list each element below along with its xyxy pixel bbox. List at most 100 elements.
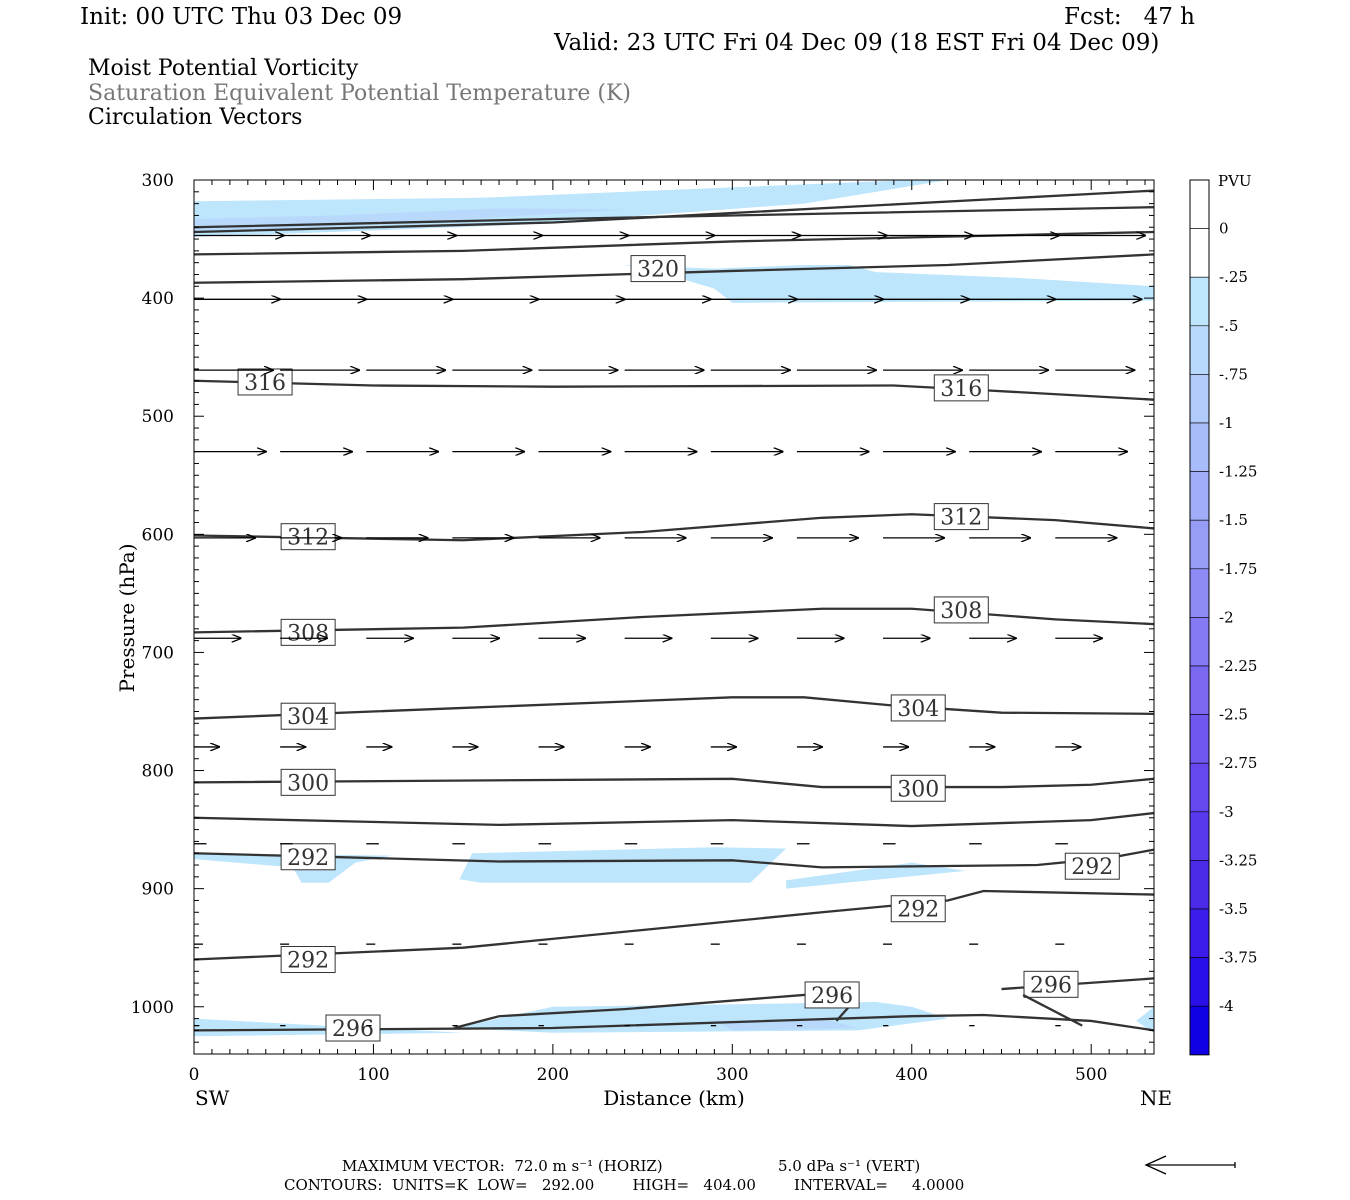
- contour-label-box-19: [804, 981, 860, 1009]
- colorbar-label: -1: [1219, 414, 1234, 432]
- contour-label-22: 296: [332, 1017, 374, 1042]
- colorbar-unit: PVU: [1218, 172, 1252, 190]
- contour-label-box-18: [890, 895, 946, 923]
- colorbar-label: -1.5: [1219, 511, 1248, 529]
- colorbar-label: -1.75: [1219, 560, 1257, 578]
- colorbar-label: -2.75: [1219, 754, 1257, 772]
- y-tick-label: 1000: [131, 998, 174, 1018]
- contour-label-box-7: [933, 503, 989, 531]
- colorbar-swatch: [1189, 519, 1210, 570]
- theta-es-contour-4: [193, 379, 1155, 401]
- x-tick-label: 100: [357, 1065, 389, 1085]
- colorbar-swatch: [1189, 179, 1210, 229]
- colorbar-label: -3: [1219, 803, 1234, 821]
- y-axis-label: Pressure (hPa): [115, 544, 139, 693]
- contour-label-12: 300: [287, 771, 329, 796]
- pv-shaded-region-3: [194, 853, 392, 883]
- colorbar-swatch: [1189, 617, 1210, 667]
- pv-shaded-region-2: [624, 265, 1154, 303]
- colorbar-swatch: [1189, 422, 1210, 472]
- colorbar-swatch: [1189, 762, 1210, 813]
- title-vectors: Circulation Vectors: [88, 105, 303, 130]
- colorbar-swatch: [1189, 811, 1210, 861]
- contour-label-box-3: [630, 255, 686, 283]
- contour-label-box-10: [280, 702, 336, 730]
- theta-es-contour-22: [193, 1013, 1155, 1032]
- contour-label-9: 308: [940, 599, 982, 624]
- theta-es-contour-17: [193, 889, 1155, 961]
- colorbar-label: -.75: [1219, 365, 1248, 383]
- y-tick-label: 600: [142, 525, 174, 545]
- pv-shaded-region-4: [459, 847, 787, 883]
- pv-shaded-region-9: [1136, 1006, 1154, 1033]
- colorbar-label: -4: [1219, 997, 1234, 1015]
- colorbar-swatch: [1189, 908, 1210, 958]
- title-mpv: Moist Potential Vorticity: [88, 56, 359, 81]
- colorbar-swatch: [1189, 276, 1210, 327]
- x-tick-label: 200: [537, 1065, 569, 1085]
- pv-shaded-region-1: [194, 208, 625, 234]
- init-time: Init: 00 UTC Thu 03 Dec 09: [80, 4, 403, 30]
- contour-label-box-5: [933, 374, 989, 402]
- contour-label-box-15: [280, 843, 336, 871]
- x-end-label-right: NE: [1140, 1086, 1172, 1110]
- contour-label-box-12: [280, 768, 336, 796]
- reference-vector-icon: [1144, 1155, 1236, 1175]
- colorbar-swatch: [1189, 568, 1210, 618]
- colorbar-label: -.5: [1219, 317, 1238, 335]
- contour-label-box-9: [933, 596, 989, 624]
- y-tick-label: 700: [142, 643, 174, 663]
- y-tick-label: 900: [142, 880, 174, 900]
- theta-es-contour-0: [193, 189, 1155, 234]
- colorbar-label: -2.25: [1219, 657, 1257, 675]
- colorbar-label: -2.5: [1219, 706, 1248, 724]
- theta-es-contour-14: [193, 811, 1155, 828]
- colorbar-label: -.25: [1219, 268, 1248, 286]
- contour-label-box-16: [1064, 852, 1120, 880]
- theta-es-contour-3: [193, 253, 1155, 284]
- contour-label-box-17: [280, 946, 336, 974]
- colorbar-swatch: [1189, 1005, 1210, 1056]
- colorbar-swatch: [1189, 665, 1210, 715]
- theta-es-contour-12: [193, 777, 1155, 789]
- colorbar-label: 0: [1219, 220, 1229, 238]
- contour-label-3: 320: [637, 258, 679, 283]
- colorbar-swatch: [1189, 325, 1210, 375]
- y-tick-label: 800: [142, 762, 174, 782]
- colorbar-label: -1.25: [1219, 463, 1257, 481]
- y-tick-label: 400: [142, 289, 174, 309]
- x-tick-label: 0: [189, 1065, 200, 1085]
- colorbar-swatch: [1189, 860, 1210, 910]
- valid-time: Valid: 23 UTC Fri 04 Dec 09 (18 EST Fri …: [554, 30, 1160, 56]
- contour-label-box-11: [890, 694, 946, 722]
- contour-label-13: 300: [897, 777, 939, 802]
- colorbar-swatch: [1189, 471, 1210, 521]
- x-tick-label: 300: [716, 1065, 748, 1085]
- footer-contours: CONTOURS: UNITS=K LOW= 292.00 HIGH= 404.…: [284, 1176, 965, 1194]
- x-tick-label: 400: [896, 1065, 928, 1085]
- contour-label-5: 316: [940, 377, 982, 402]
- colorbar-swatch: [1189, 228, 1210, 278]
- contour-label-7: 312: [940, 506, 982, 531]
- y-tick-label: 500: [142, 407, 174, 427]
- theta-es-contour-2: [193, 230, 1155, 256]
- contour-label-19: 296: [811, 984, 853, 1009]
- pv-shaded-region-5: [786, 862, 966, 889]
- contour-label-11: 304: [897, 697, 939, 722]
- forecast-hour: Fcst: 47 h: [1064, 4, 1195, 30]
- colorbar-label: -2: [1219, 608, 1234, 626]
- contour-label-8: 308: [287, 621, 329, 646]
- x-axis-label: Distance (km): [603, 1086, 745, 1110]
- contour-label-box-6: [280, 523, 336, 551]
- contour-label-18: 292: [897, 898, 939, 923]
- contour-label-10: 304: [287, 705, 329, 730]
- theta-es-contour-10: [193, 696, 1155, 720]
- footer-max-vertical: 5.0 dPa s⁻¹ (VERT): [778, 1157, 921, 1175]
- contour-label-box-22: [325, 1014, 381, 1042]
- contour-label-20: 296: [1030, 973, 1072, 998]
- colorbar-label: -3.75: [1219, 949, 1257, 967]
- x-tick-label: 500: [1075, 1065, 1107, 1085]
- colorbar-swatch: [1189, 957, 1210, 1007]
- theta-es-contour-6: [193, 513, 1155, 542]
